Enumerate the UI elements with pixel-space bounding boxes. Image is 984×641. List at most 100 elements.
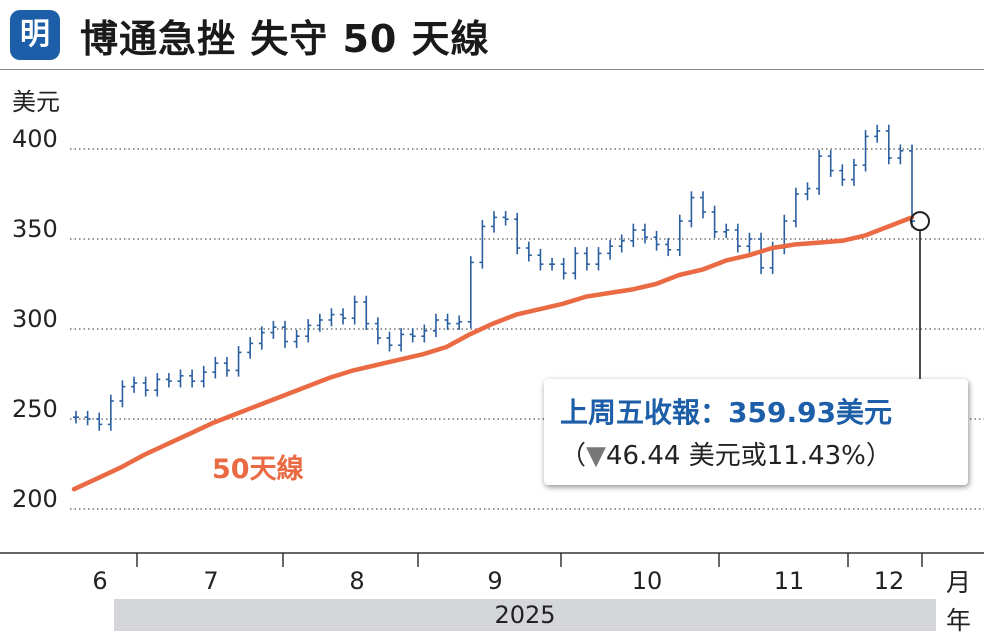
candle (595, 247, 602, 271)
candle (665, 238, 672, 257)
candle (723, 223, 730, 239)
month-label-10: 10 (632, 567, 663, 595)
open-paren: （ (560, 441, 587, 471)
candle (386, 331, 393, 352)
chart-title: 博通急挫 失守 50 天線 (80, 17, 490, 61)
candle (676, 214, 683, 257)
candle (107, 394, 114, 431)
candle (444, 313, 451, 330)
candle (223, 356, 230, 377)
year-label: 2025 (494, 601, 556, 629)
x-axis: 6 7 8 9 10 11 12 (0, 552, 984, 595)
candle (502, 211, 509, 226)
candle (653, 230, 660, 251)
candle (363, 295, 370, 330)
month-label-6: 6 (92, 567, 107, 595)
change-value: 46.44 美元或11.43% (606, 441, 866, 471)
ma-label: 50天線 (212, 453, 304, 485)
candle (641, 223, 648, 244)
candle (746, 232, 753, 253)
candle (340, 308, 347, 325)
candle (792, 187, 799, 228)
callout-change: （▼46.44 美元或11.43%） (560, 435, 892, 472)
month-label-7: 7 (203, 567, 218, 595)
candle (409, 328, 416, 343)
candle (909, 144, 915, 228)
ma-50-line (71, 215, 915, 492)
year-unit: 年 (946, 606, 972, 635)
callout-close-price: 上周五收報：359.93美元 (560, 396, 893, 429)
last-close-callout: 上周五收報：359.93美元 （▼46.44 美元或11.43%） (544, 379, 968, 485)
candle (885, 124, 892, 165)
candle (560, 257, 567, 280)
down-arrow-icon: ▼ (586, 441, 607, 471)
y-axis-unit: 美元 (12, 88, 60, 116)
candle (189, 369, 196, 388)
candle (734, 223, 741, 253)
candle (154, 373, 161, 397)
candle (525, 241, 532, 262)
candle (305, 319, 312, 343)
candle (374, 317, 381, 345)
price-candles (73, 124, 915, 431)
candle (537, 248, 544, 271)
candle (700, 191, 706, 219)
candle (688, 191, 695, 228)
candle (572, 247, 579, 280)
candle (549, 257, 556, 271)
candle (583, 247, 590, 271)
candle (491, 211, 497, 233)
candle (328, 308, 335, 327)
candle (618, 234, 625, 253)
candle (850, 158, 857, 186)
candle (119, 380, 126, 408)
candle (804, 182, 811, 201)
header-divider (0, 69, 984, 70)
month-label-9: 9 (487, 567, 502, 595)
candle (839, 164, 846, 186)
ma-line-layer: 50天線 (71, 215, 915, 492)
candle (607, 239, 614, 260)
candle (398, 328, 405, 352)
candle (351, 295, 358, 325)
candle (711, 205, 718, 239)
month-label-12: 12 (874, 567, 905, 595)
candle (73, 410, 79, 424)
y-tick-250: 250 (12, 395, 58, 423)
candle (630, 223, 637, 248)
y-tick-300: 300 (12, 305, 58, 333)
candle (432, 313, 439, 338)
candle (142, 376, 149, 397)
candle (131, 376, 138, 393)
candle (862, 130, 869, 172)
y-tick-labels: 200 250 300 350 400 (12, 125, 58, 513)
last-close-marker-layer (910, 211, 930, 382)
candle (212, 356, 219, 379)
candle (316, 313, 323, 332)
candle (270, 320, 277, 339)
candle (200, 365, 207, 388)
candle (235, 346, 242, 377)
candle (897, 144, 904, 165)
candle (165, 373, 172, 388)
candle (421, 324, 428, 343)
candle (177, 369, 184, 388)
candle (247, 337, 254, 359)
candle (514, 212, 521, 255)
logo: 明 (10, 10, 60, 60)
header: 明 博通急挫 失守 50 天線 (0, 0, 984, 70)
month-unit: 月 (946, 568, 972, 597)
candle (282, 320, 288, 348)
candle (293, 329, 300, 348)
month-label-8: 8 (349, 567, 364, 595)
close-paren: ） (865, 441, 892, 471)
candle (467, 256, 474, 329)
candle (816, 149, 823, 195)
candle (96, 412, 103, 431)
candle (874, 124, 881, 143)
month-label-11: 11 (774, 567, 805, 595)
y-tick-350: 350 (12, 215, 58, 243)
candle (258, 326, 265, 350)
candle (456, 315, 463, 330)
